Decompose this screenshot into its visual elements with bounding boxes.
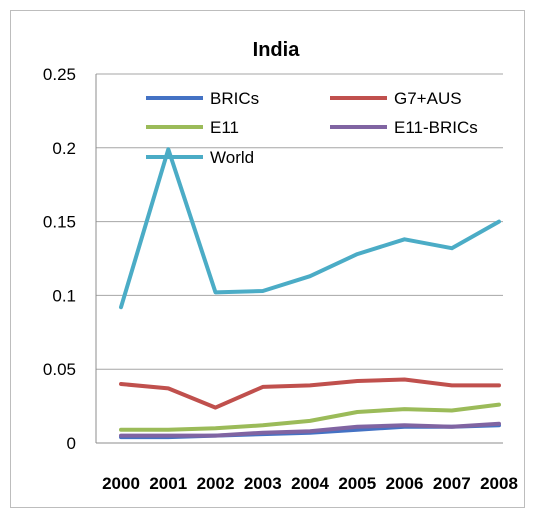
series-line-e11 [119, 402, 501, 432]
legend-label-g7-aus: G7+AUS [394, 89, 462, 108]
series-line-e11-brics [119, 421, 501, 438]
legend-label-e11-brics: E11-BRICs [394, 118, 478, 137]
x-tick-label: 2004 [291, 474, 329, 493]
legend-label-world: World [210, 148, 254, 167]
series-line-world [119, 147, 501, 310]
y-tick-label: 0.15 [43, 213, 76, 232]
x-tick-label: 2003 [244, 474, 282, 493]
gridlines [96, 73, 503, 370]
legend-label-e11: E11 [210, 118, 239, 137]
y-tick-label: 0.25 [43, 65, 76, 84]
y-tick-label: 0.1 [52, 286, 76, 305]
x-tick-label: 2006 [386, 474, 424, 493]
x-tick-label: 2002 [197, 474, 235, 493]
legend: BRICs G7+AUS E11 E11-BRICs World [146, 89, 478, 167]
legend-label-brics: BRICs [210, 89, 259, 108]
y-tick-label: 0 [67, 434, 76, 453]
x-axis-tick-labels: 2000 2001 2002 2003 2004 2005 2006 2007 2008 [102, 474, 518, 493]
series-line-g7-aus [119, 377, 501, 410]
y-tick-label: 0.2 [52, 139, 76, 158]
series-lines [119, 147, 501, 440]
axes [95, 74, 503, 444]
x-tick-label: 2000 [102, 474, 140, 493]
x-tick-label: 2007 [433, 474, 471, 493]
y-tick-label: 0.05 [43, 360, 76, 379]
chart-title: India [253, 39, 301, 61]
x-tick-label: 2005 [338, 474, 376, 493]
y-axis-tick-labels: 0 0.05 0.1 0.15 0.2 0.25 [43, 65, 76, 453]
x-tick-label: 2001 [149, 474, 187, 493]
x-tick-label: 2008 [480, 474, 518, 493]
